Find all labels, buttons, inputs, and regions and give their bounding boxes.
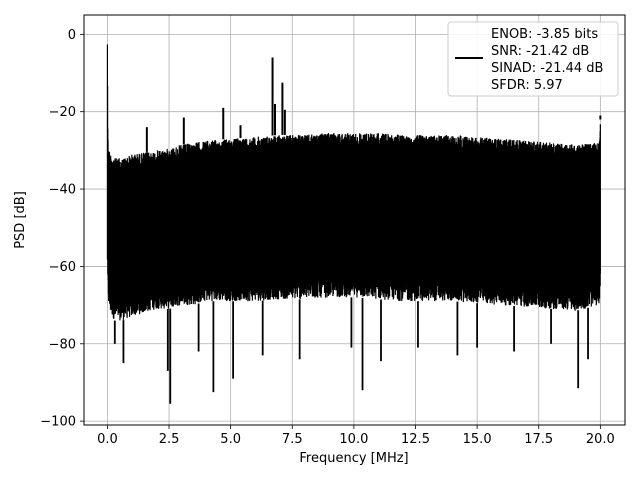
x-tick-label: 20.0 [586,432,615,447]
x-tick-label: 12.5 [401,432,430,447]
legend: ENOB: -3.85 bits SNR: -21.42 dB SINAD: -… [447,21,619,97]
legend-entry-sinad: SINAD: -21.44 dB [491,61,603,76]
y-tick-label: −20 [49,105,76,120]
axes-frame [83,14,626,426]
x-tick-label: 0.0 [97,432,118,447]
x-tick-label: 17.5 [524,432,553,447]
psd-trace [106,44,601,321]
x-tick-label: 5.0 [220,432,241,447]
x-axis-label: Frequency [MHz] [299,451,408,466]
x-tick-label: 2.5 [159,432,180,447]
y-tick-label: 0 [68,28,76,43]
plot-data [106,44,602,404]
y-tick-label: −40 [49,183,76,198]
y-tick-label: −60 [49,260,76,275]
y-tick-label: −100 [40,415,76,430]
legend-box [447,21,619,97]
y-axis-label: PSD [dB] [13,191,28,249]
x-tick-label: 10.0 [339,432,368,447]
y-axis-ticks: 0 −20 −40 −60 −80 −100 [40,28,84,430]
legend-entry-snr: SNR: -21.42 dB [491,44,589,59]
x-axis-ticks: 0.0 2.5 5.0 7.5 10.0 12.5 15.0 17.5 20.0 [97,425,615,447]
x-tick-label: 15.0 [463,432,492,447]
legend-entry-sfdr: SFDR: 5.97 [491,78,563,93]
y-tick-label: −80 [49,337,76,352]
x-tick-label: 7.5 [282,432,303,447]
legend-entry-enob: ENOB: -3.85 bits [491,27,598,42]
